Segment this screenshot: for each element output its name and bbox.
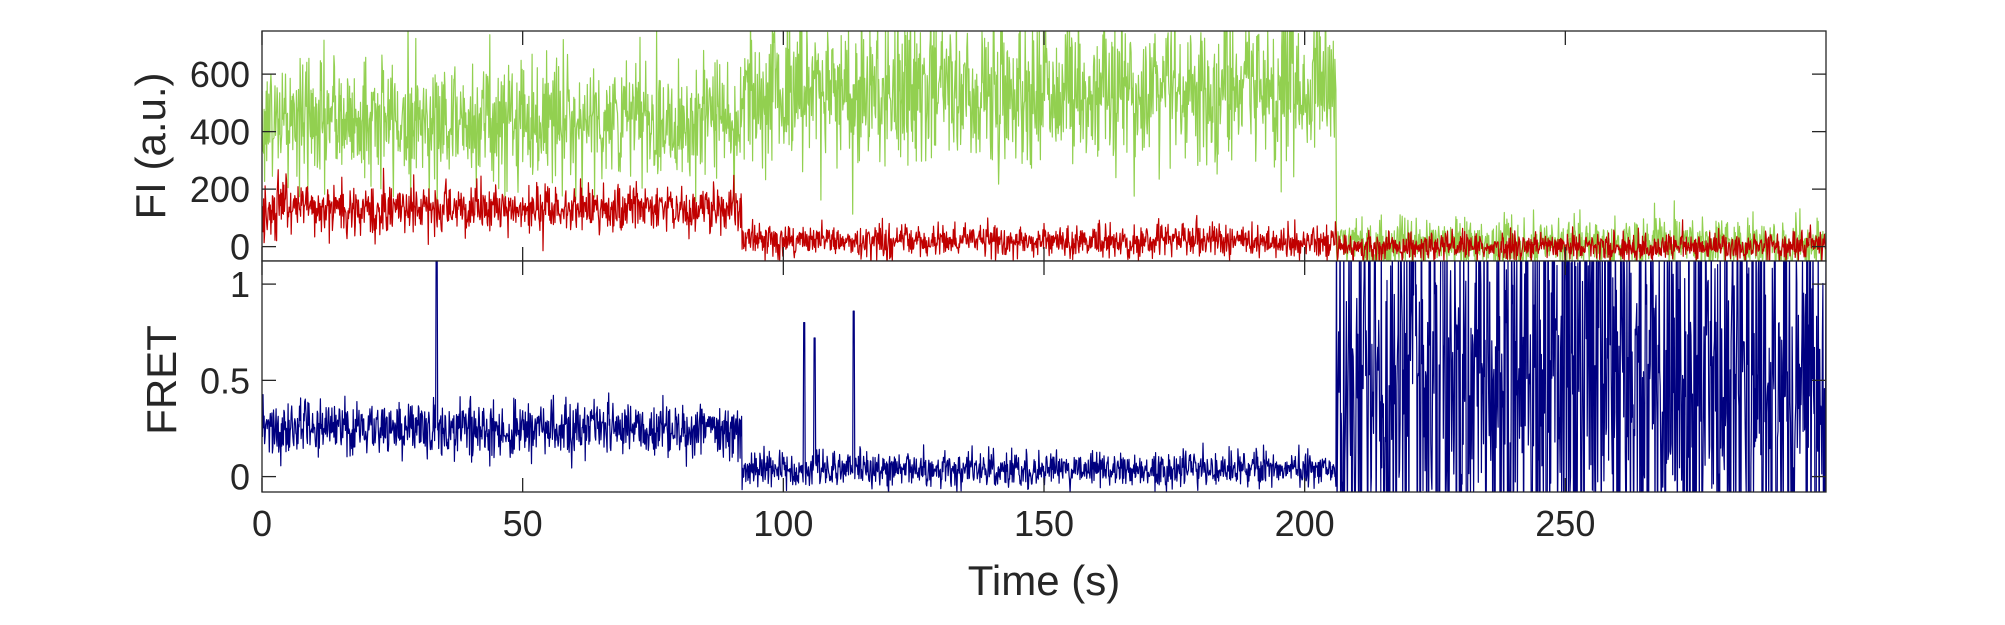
fret-panel: 0 0.5 1 0 50 100 150 200 250 FRET Time (s) [138,260,1827,604]
fret-xtick-label: 0 [252,503,272,544]
fluorescence-ytick-label: 0 [230,227,250,268]
fluorescence-ytick-label: 200 [190,169,250,210]
fret-plot-frame [261,260,1827,493]
fret-xtick-label: 150 [1014,503,1074,544]
fluorescence-y-axis-label: FI (a.u.) [127,72,174,219]
fluorescence-series-1-line [262,167,1826,261]
fret-xtick-label: 200 [1275,503,1335,544]
fluorescence-ytick-label: 600 [190,54,250,95]
fret-ytick-label: 0.5 [200,360,250,401]
fret-xtick-label: 50 [503,503,543,544]
fluorescence-ytick-label: 400 [190,112,250,153]
fret-xtick-label: 100 [753,503,813,544]
fluorescence-panel: 0 200 400 600 FI (a.u.) [127,30,1827,268]
fret-xtick-label: 250 [1535,503,1595,544]
fret-ytick-label: 1 [230,264,250,305]
time-x-axis-label: Time (s) [968,557,1120,604]
fret-ytick-label: 0 [230,457,250,498]
fret-plot-area [262,261,1826,492]
fret-y-axis-label: FRET [138,325,185,435]
